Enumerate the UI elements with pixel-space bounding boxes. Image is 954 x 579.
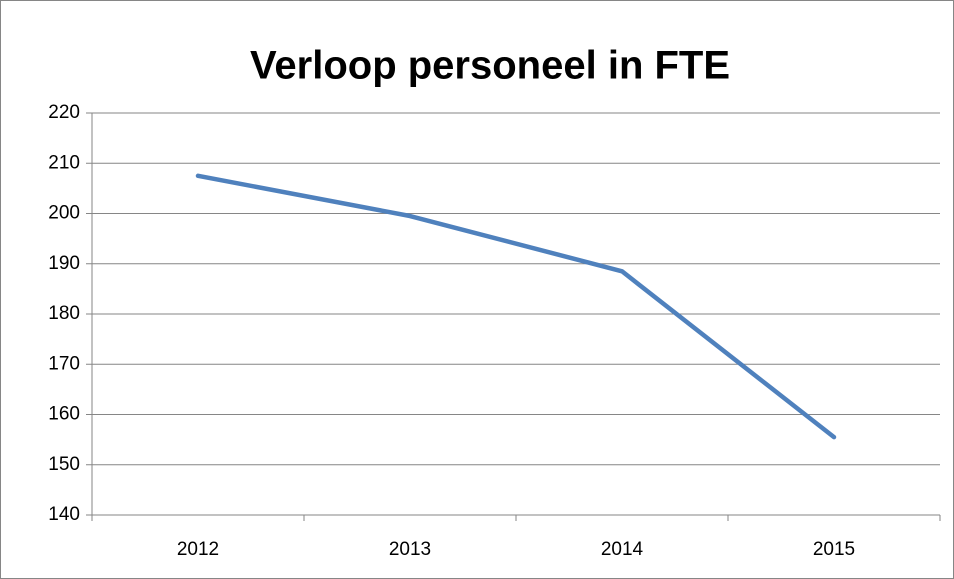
y-tick-label: 210 xyxy=(48,152,80,173)
chart-title: Verloop personeel in FTE xyxy=(250,44,730,88)
x-tick-label: 2013 xyxy=(389,539,431,560)
x-tick-label: 2014 xyxy=(601,539,644,560)
data-line xyxy=(195,173,837,440)
x-tick-label: 2015 xyxy=(813,539,855,560)
y-tick-label: 150 xyxy=(48,454,80,475)
x-tick-label: 2012 xyxy=(177,539,219,560)
y-tick-label: 160 xyxy=(48,404,80,425)
y-tick-label: 200 xyxy=(48,203,80,224)
y-tick-label: 140 xyxy=(48,504,80,525)
y-tick-label: 190 xyxy=(48,253,80,274)
y-tick-label: 220 xyxy=(48,102,80,123)
y-tick-label: 180 xyxy=(48,303,80,324)
y-tick-label: 170 xyxy=(48,353,80,374)
